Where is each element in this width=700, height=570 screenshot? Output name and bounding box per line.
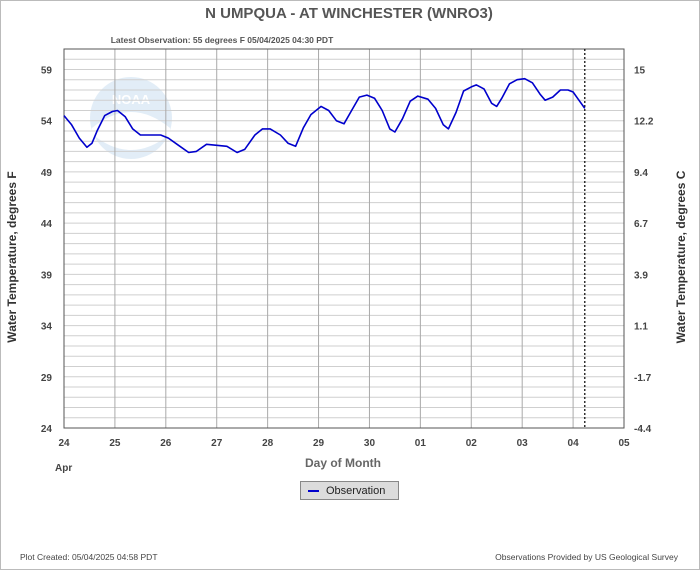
y-tick-label-right: 1.1 (634, 322, 648, 333)
y-tick-label-right: -4.4 (634, 424, 652, 435)
x-tick-label: 27 (211, 438, 223, 449)
plot-area-border (63, 48, 625, 429)
x-tick-label: 03 (517, 438, 529, 449)
axes: 24 25 26 27 28 29 30 01 02 03 04 05 24 29 34 39 44 49 54 59… (41, 65, 654, 449)
legend-label-observation: Observation (326, 484, 386, 497)
x-tick-label: 28 (262, 438, 274, 449)
legend-swatch-observation (308, 489, 319, 492)
y-axis-label-left: Water Temperature, degrees F (5, 171, 19, 342)
x-tick-label: 25 (109, 438, 121, 449)
y-axis-label-right: Water Temperature, degrees C (674, 170, 688, 343)
y-tick-label-left: 49 (41, 168, 53, 179)
y-tick-label-left: 39 (41, 270, 53, 281)
x-month-label: Apr (55, 463, 72, 474)
x-tick-label: 05 (618, 438, 630, 449)
x-axis-label: Day of Month (305, 456, 381, 470)
x-tick-label: 26 (160, 438, 172, 449)
noaa-logo-circle (90, 77, 172, 159)
y-tick-label-right: 9.4 (634, 168, 648, 179)
y-tick-label-left: 29 (41, 373, 53, 384)
x-tick-label: 04 (568, 438, 580, 449)
y-tick-label-left: 24 (41, 424, 53, 435)
series-line-observation (63, 77, 586, 154)
y-tick-label-right: 15 (634, 65, 646, 76)
noaa-logo-watermark: NOAA (90, 77, 172, 159)
plot-created-text: Plot Created: 05/04/2025 04:58 PDT (20, 552, 158, 562)
grid (64, 49, 624, 428)
y-tick-label-right: 3.9 (634, 270, 648, 281)
y-tick-label-right: 12.2 (634, 117, 654, 128)
y-tick-label-left: 54 (41, 117, 53, 128)
series-layer (63, 49, 586, 428)
chart-subtitle: Latest Observation: 55 degrees F 05/04/2… (111, 35, 334, 45)
x-tick-label: 02 (466, 438, 478, 449)
x-tick-label: 30 (364, 438, 376, 449)
y-tick-label-right: 6.7 (634, 219, 648, 230)
x-tick-label: 29 (313, 438, 325, 449)
noaa-logo-text: NOAA (112, 92, 151, 107)
x-tick-label: 01 (415, 438, 427, 449)
y-tick-label-left: 34 (41, 322, 53, 333)
y-tick-label-right: -1.7 (634, 373, 652, 384)
y-tick-label-left: 59 (41, 65, 53, 76)
x-tick-label: 24 (58, 438, 70, 449)
y-tick-label-left: 44 (41, 219, 53, 230)
legend: Observation (300, 481, 399, 500)
chart-title: N UMPQUA - AT WINCHESTER (WNRO3) (205, 5, 493, 22)
data-provider-text: Observations Provided by US Geological S… (495, 552, 678, 562)
